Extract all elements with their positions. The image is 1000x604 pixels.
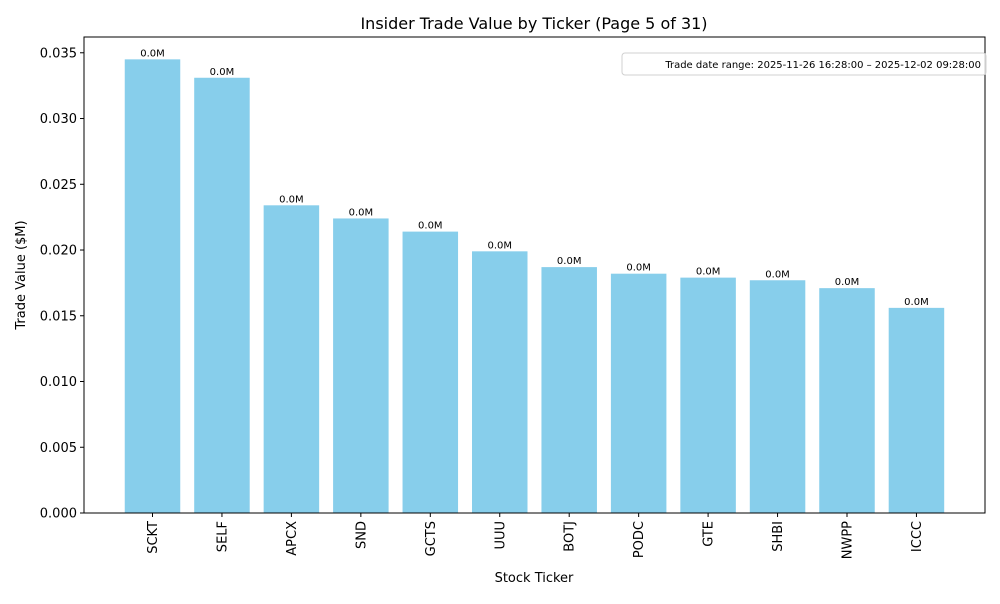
bar-uuu: [472, 251, 528, 513]
bar-nwpp: [819, 288, 875, 513]
x-tick-label: UUU: [493, 521, 508, 550]
bar-iccc: [888, 307, 945, 513]
y-tick-label: 0.000: [40, 507, 77, 522]
bar-data-label: 0.0M: [904, 297, 929, 308]
plot-frame: [83, 36, 986, 514]
y-tick-label: 0.020: [40, 244, 77, 259]
x-tick-label: BOTJ: [563, 521, 578, 552]
plot-area: 0.0M 0.0M 0.0M 0.0M 0.0M 0.0M 0.0M 0.0M 0.0M 0.0M…: [40, 36, 986, 559]
y-tick-label: 0.005: [40, 441, 77, 456]
annotation-box: Trade date range: 2025-11-26 16:28:00 – …: [621, 52, 987, 76]
x-tick-label: SND: [354, 521, 369, 549]
bar-gte: [680, 277, 736, 513]
y-tick-label: 0.030: [40, 112, 77, 127]
x-axis-label: Stock Ticker: [495, 571, 574, 586]
bar-data-label: 0.0M: [696, 267, 721, 278]
x-tick-label: ICCC: [910, 521, 925, 552]
x-tick-label: GTE: [702, 521, 717, 547]
bar-data-label: 0.0M: [765, 269, 790, 280]
x-tick-label: NWPP: [841, 521, 856, 559]
chart-title: Insider Trade Value by Ticker (Page 5 of…: [360, 14, 707, 33]
x-tick-label: SCKT: [146, 521, 161, 554]
bar-data-label: 0.0M: [418, 221, 443, 232]
bar-snd: [333, 218, 389, 513]
bar-apcx: [263, 205, 320, 513]
bar-data-label: 0.0M: [210, 67, 235, 78]
bar-sckt: [124, 59, 181, 513]
annotation-text: Trade date range: 2025-11-26 16:28:00 – …: [664, 60, 981, 71]
bar-data-label: 0.0M: [835, 277, 860, 288]
x-tick-label: SELF: [215, 521, 230, 552]
y-tick-label: 0.010: [40, 375, 77, 390]
bar-gcts: [402, 231, 459, 514]
x-tick-label: SHBI: [771, 521, 786, 552]
x-tick-label: GCTS: [424, 521, 439, 556]
x-tick-label: APCX: [285, 521, 300, 556]
y-axis-label: Trade Value ($M): [14, 220, 29, 330]
bar-podc: [610, 273, 667, 513]
bar-data-label: 0.0M: [349, 207, 374, 218]
y-tick-label: 0.035: [40, 46, 77, 61]
bar-self: [194, 77, 250, 513]
y-tick-label: 0.025: [40, 178, 77, 193]
bar-botj: [541, 267, 597, 513]
y-tick-label: 0.015: [40, 309, 77, 324]
bar-shbi: [749, 280, 806, 513]
bar-data-label: 0.0M: [140, 48, 165, 59]
bar-data-label: 0.0M: [557, 256, 582, 267]
bar-data-label: 0.0M: [279, 194, 304, 205]
bar-data-label: 0.0M: [487, 240, 512, 251]
annotation-background: [621, 52, 987, 76]
bar-data-label: 0.0M: [626, 263, 651, 274]
x-tick-label: PODC: [632, 521, 647, 558]
